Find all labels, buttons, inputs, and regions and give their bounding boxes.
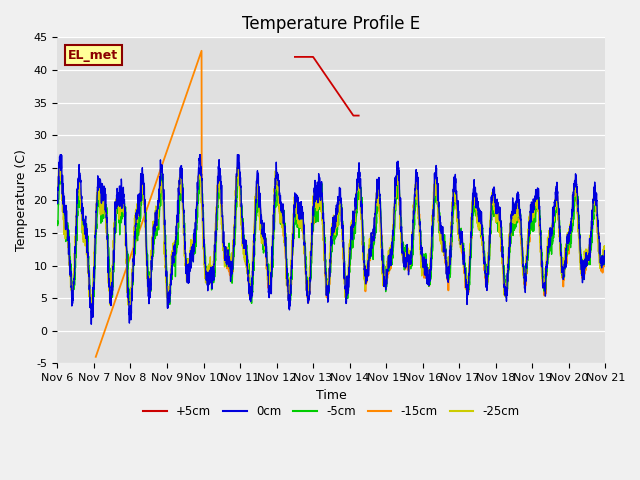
Text: EL_met: EL_met xyxy=(68,48,118,61)
Title: Temperature Profile E: Temperature Profile E xyxy=(243,15,420,33)
Y-axis label: Temperature (C): Temperature (C) xyxy=(15,149,28,252)
Legend: +5cm, 0cm, -5cm, -15cm, -25cm: +5cm, 0cm, -5cm, -15cm, -25cm xyxy=(138,400,524,423)
X-axis label: Time: Time xyxy=(316,389,347,402)
